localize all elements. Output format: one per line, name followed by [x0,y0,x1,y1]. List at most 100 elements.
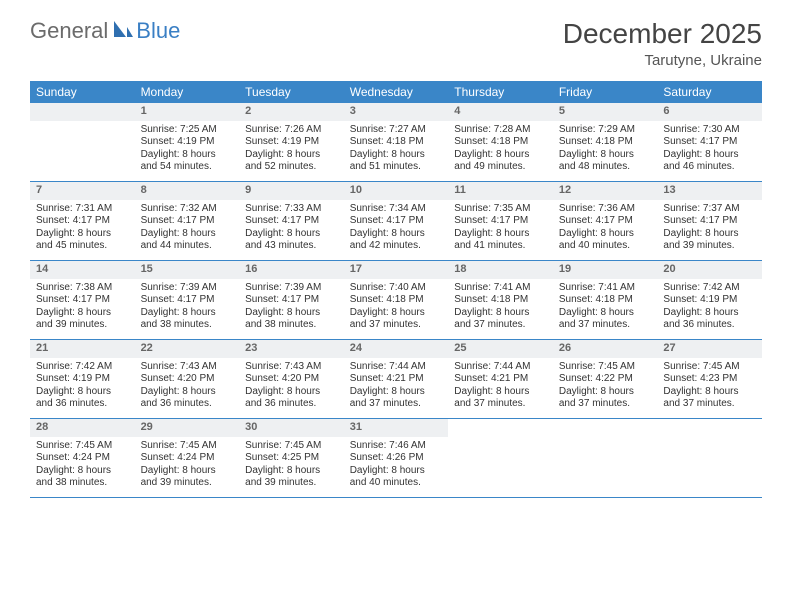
day-number: 26 [553,340,658,358]
sunset-text: Sunset: 4:17 PM [141,215,234,228]
calendar-cell: 19Sunrise: 7:41 AMSunset: 4:18 PMDayligh… [553,261,658,339]
calendar-cell: 26Sunrise: 7:45 AMSunset: 4:22 PMDayligh… [553,340,658,418]
day-content: Sunrise: 7:42 AMSunset: 4:19 PMDaylight:… [657,279,762,336]
sunset-text: Sunset: 4:18 PM [350,136,443,149]
daylight-text: Daylight: 8 hours and 39 minutes. [36,307,129,332]
daylight-text: Daylight: 8 hours and 41 minutes. [454,228,547,253]
sunrise-text: Sunrise: 7:31 AM [36,203,129,216]
calendar-cell: 14Sunrise: 7:38 AMSunset: 4:17 PMDayligh… [30,261,135,339]
calendar-week: 28Sunrise: 7:45 AMSunset: 4:24 PMDayligh… [30,419,762,498]
day-content: Sunrise: 7:45 AMSunset: 4:24 PMDaylight:… [135,437,240,494]
calendar-cell: 29Sunrise: 7:45 AMSunset: 4:24 PMDayligh… [135,419,240,497]
calendar-week: 21Sunrise: 7:42 AMSunset: 4:19 PMDayligh… [30,340,762,419]
calendar-cell: 17Sunrise: 7:40 AMSunset: 4:18 PMDayligh… [344,261,449,339]
daylight-text: Daylight: 8 hours and 37 minutes. [350,386,443,411]
day-number: 17 [344,261,449,279]
sunrise-text: Sunrise: 7:26 AM [245,124,338,137]
day-number: 15 [135,261,240,279]
calendar-cell: 4Sunrise: 7:28 AMSunset: 4:18 PMDaylight… [448,103,553,181]
sunrise-text: Sunrise: 7:30 AM [663,124,756,137]
day-number: 30 [239,419,344,437]
sunset-text: Sunset: 4:24 PM [36,452,129,465]
daylight-text: Daylight: 8 hours and 37 minutes. [454,307,547,332]
sunset-text: Sunset: 4:20 PM [141,373,234,386]
calendar-cell: 3Sunrise: 7:27 AMSunset: 4:18 PMDaylight… [344,103,449,181]
day-number: 27 [657,340,762,358]
sunset-text: Sunset: 4:19 PM [245,136,338,149]
sunrise-text: Sunrise: 7:44 AM [454,361,547,374]
day-number [553,419,658,437]
sunset-text: Sunset: 4:25 PM [245,452,338,465]
logo-sail-icon [112,19,134,44]
day-content: Sunrise: 7:29 AMSunset: 4:18 PMDaylight:… [553,121,658,178]
daylight-text: Daylight: 8 hours and 48 minutes. [559,149,652,174]
title-block: December 2025 Tarutyne, Ukraine [563,18,762,69]
daylight-text: Daylight: 8 hours and 46 minutes. [663,149,756,174]
calendar-cell: 18Sunrise: 7:41 AMSunset: 4:18 PMDayligh… [448,261,553,339]
day-number: 2 [239,103,344,121]
calendar-cell: 30Sunrise: 7:45 AMSunset: 4:25 PMDayligh… [239,419,344,497]
day-content: Sunrise: 7:42 AMSunset: 4:19 PMDaylight:… [30,358,135,415]
sunrise-text: Sunrise: 7:28 AM [454,124,547,137]
day-number: 11 [448,182,553,200]
sunset-text: Sunset: 4:17 PM [350,215,443,228]
sunrise-text: Sunrise: 7:42 AM [36,361,129,374]
daylight-text: Daylight: 8 hours and 38 minutes. [141,307,234,332]
daylight-text: Daylight: 8 hours and 42 minutes. [350,228,443,253]
calendar: Sunday Monday Tuesday Wednesday Thursday… [30,81,762,498]
sunset-text: Sunset: 4:19 PM [36,373,129,386]
day-number: 6 [657,103,762,121]
day-content: Sunrise: 7:30 AMSunset: 4:17 PMDaylight:… [657,121,762,178]
sunrise-text: Sunrise: 7:45 AM [245,440,338,453]
calendar-cell: 10Sunrise: 7:34 AMSunset: 4:17 PMDayligh… [344,182,449,260]
daylight-text: Daylight: 8 hours and 52 minutes. [245,149,338,174]
calendar-cell [30,103,135,181]
sunset-text: Sunset: 4:21 PM [350,373,443,386]
sunrise-text: Sunrise: 7:45 AM [559,361,652,374]
daylight-text: Daylight: 8 hours and 37 minutes. [559,386,652,411]
sunrise-text: Sunrise: 7:40 AM [350,282,443,295]
sunset-text: Sunset: 4:17 PM [454,215,547,228]
sunrise-text: Sunrise: 7:38 AM [36,282,129,295]
day-number: 7 [30,182,135,200]
day-content: Sunrise: 7:35 AMSunset: 4:17 PMDaylight:… [448,200,553,257]
sunset-text: Sunset: 4:19 PM [141,136,234,149]
sunset-text: Sunset: 4:17 PM [559,215,652,228]
sunrise-text: Sunrise: 7:39 AM [245,282,338,295]
day-number: 23 [239,340,344,358]
day-number: 19 [553,261,658,279]
daylight-text: Daylight: 8 hours and 49 minutes. [454,149,547,174]
day-number: 1 [135,103,240,121]
day-number: 5 [553,103,658,121]
day-number: 12 [553,182,658,200]
day-number: 25 [448,340,553,358]
day-content: Sunrise: 7:33 AMSunset: 4:17 PMDaylight:… [239,200,344,257]
calendar-cell: 31Sunrise: 7:46 AMSunset: 4:26 PMDayligh… [344,419,449,497]
calendar-cell: 28Sunrise: 7:45 AMSunset: 4:24 PMDayligh… [30,419,135,497]
daylight-text: Daylight: 8 hours and 43 minutes. [245,228,338,253]
sunset-text: Sunset: 4:17 PM [36,215,129,228]
day-content: Sunrise: 7:45 AMSunset: 4:25 PMDaylight:… [239,437,344,494]
day-content: Sunrise: 7:34 AMSunset: 4:17 PMDaylight:… [344,200,449,257]
sunset-text: Sunset: 4:17 PM [663,136,756,149]
calendar-cell: 13Sunrise: 7:37 AMSunset: 4:17 PMDayligh… [657,182,762,260]
calendar-cell: 23Sunrise: 7:43 AMSunset: 4:20 PMDayligh… [239,340,344,418]
logo: General Blue [30,18,180,44]
calendar-cell: 5Sunrise: 7:29 AMSunset: 4:18 PMDaylight… [553,103,658,181]
calendar-cell: 7Sunrise: 7:31 AMSunset: 4:17 PMDaylight… [30,182,135,260]
day-number: 8 [135,182,240,200]
sunrise-text: Sunrise: 7:35 AM [454,203,547,216]
day-content: Sunrise: 7:44 AMSunset: 4:21 PMDaylight:… [448,358,553,415]
calendar-cell: 25Sunrise: 7:44 AMSunset: 4:21 PMDayligh… [448,340,553,418]
sunset-text: Sunset: 4:17 PM [663,215,756,228]
sunset-text: Sunset: 4:17 PM [36,294,129,307]
sunrise-text: Sunrise: 7:42 AM [663,282,756,295]
sunrise-text: Sunrise: 7:41 AM [454,282,547,295]
calendar-cell [553,419,658,497]
day-number [657,419,762,437]
sunset-text: Sunset: 4:18 PM [454,294,547,307]
sunrise-text: Sunrise: 7:45 AM [141,440,234,453]
location-label: Tarutyne, Ukraine [563,52,762,69]
day-content: Sunrise: 7:45 AMSunset: 4:23 PMDaylight:… [657,358,762,415]
day-content: Sunrise: 7:38 AMSunset: 4:17 PMDaylight:… [30,279,135,336]
